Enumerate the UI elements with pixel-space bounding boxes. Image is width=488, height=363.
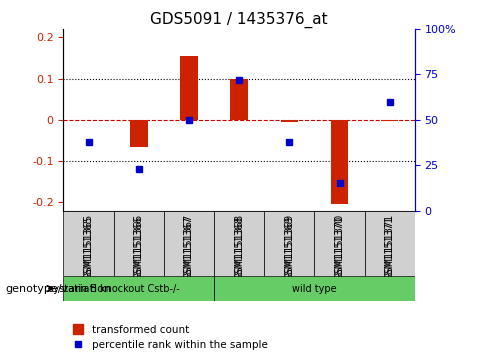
Bar bbox=[331, 120, 348, 204]
FancyBboxPatch shape bbox=[114, 211, 164, 276]
FancyBboxPatch shape bbox=[365, 211, 415, 276]
Text: cystatin B knockout Cstb-/-: cystatin B knockout Cstb-/- bbox=[48, 284, 180, 294]
Text: wild type: wild type bbox=[292, 284, 337, 294]
Text: GSM1151370: GSM1151370 bbox=[334, 216, 345, 281]
Legend: transformed count, percentile rank within the sample: transformed count, percentile rank withi… bbox=[69, 320, 272, 354]
FancyBboxPatch shape bbox=[264, 211, 314, 276]
Text: GSM1151369: GSM1151369 bbox=[285, 216, 294, 281]
Text: GSM1151368: GSM1151368 bbox=[234, 214, 244, 279]
FancyBboxPatch shape bbox=[63, 211, 114, 276]
Text: GSM1151369: GSM1151369 bbox=[285, 214, 294, 279]
Text: genotype/variation: genotype/variation bbox=[5, 284, 111, 294]
FancyBboxPatch shape bbox=[214, 276, 415, 301]
Title: GDS5091 / 1435376_at: GDS5091 / 1435376_at bbox=[150, 12, 328, 28]
Text: GSM1151366: GSM1151366 bbox=[134, 214, 144, 279]
Bar bbox=[281, 120, 298, 122]
Text: GSM1151365: GSM1151365 bbox=[83, 216, 94, 281]
Text: GSM1151367: GSM1151367 bbox=[184, 214, 194, 279]
Bar bbox=[230, 79, 248, 120]
Text: GSM1151370: GSM1151370 bbox=[334, 214, 345, 279]
FancyBboxPatch shape bbox=[63, 276, 214, 301]
Text: GSM1151365: GSM1151365 bbox=[83, 214, 94, 279]
Bar bbox=[130, 120, 147, 147]
Bar bbox=[180, 56, 198, 120]
Text: GSM1151366: GSM1151366 bbox=[134, 216, 144, 281]
FancyBboxPatch shape bbox=[164, 211, 214, 276]
FancyBboxPatch shape bbox=[314, 211, 365, 276]
Text: GSM1151371: GSM1151371 bbox=[385, 216, 395, 281]
Bar bbox=[381, 120, 399, 121]
Text: GSM1151371: GSM1151371 bbox=[385, 214, 395, 279]
Text: GSM1151368: GSM1151368 bbox=[234, 216, 244, 281]
FancyBboxPatch shape bbox=[214, 211, 264, 276]
Text: GSM1151367: GSM1151367 bbox=[184, 216, 194, 281]
